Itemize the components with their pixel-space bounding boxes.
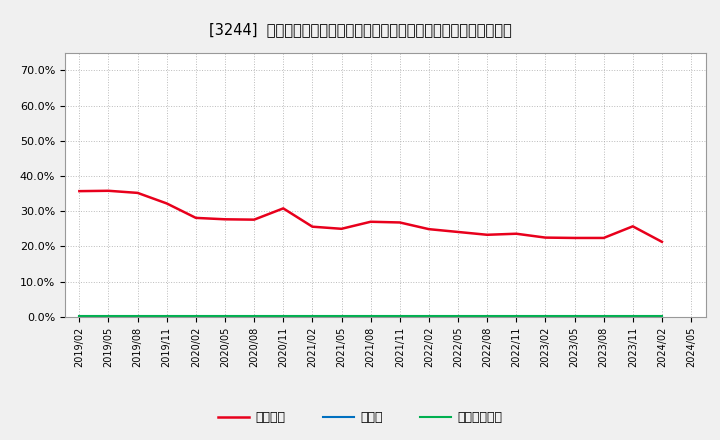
自己資本 xyxy=(454,229,462,235)
自己資本 xyxy=(629,224,637,229)
繰延税金資産 xyxy=(250,313,258,319)
のれん xyxy=(425,314,433,319)
自己資本 xyxy=(425,227,433,232)
自己資本 xyxy=(570,235,579,241)
繰延税金資産 xyxy=(512,313,521,319)
繰延税金資産 xyxy=(454,313,462,319)
のれん xyxy=(657,314,666,319)
繰延税金資産 xyxy=(133,313,142,319)
繰延税金資産 xyxy=(192,313,200,319)
のれん xyxy=(75,314,84,319)
Legend: 自己資本, のれん, 繰延税金資産: 自己資本, のれん, 繰延税金資産 xyxy=(212,407,508,429)
自己資本 xyxy=(366,219,375,224)
繰延税金資産 xyxy=(425,313,433,319)
繰延税金資産 xyxy=(541,313,550,319)
Text: [3244]  自己資本、のれん、繰延税金資産の総資産に対する比率の推移: [3244] 自己資本、のれん、繰延税金資産の総資産に対する比率の推移 xyxy=(209,22,511,37)
繰延税金資産 xyxy=(279,313,287,319)
のれん xyxy=(220,314,229,319)
のれん xyxy=(308,314,317,319)
のれん xyxy=(629,314,637,319)
繰延税金資産 xyxy=(570,313,579,319)
自己資本 xyxy=(308,224,317,229)
のれん xyxy=(337,314,346,319)
のれん xyxy=(570,314,579,319)
のれん xyxy=(104,314,113,319)
自己資本 xyxy=(599,235,608,241)
繰延税金資産 xyxy=(163,313,171,319)
自己資本 xyxy=(104,188,113,194)
繰延税金資産 xyxy=(599,313,608,319)
繰延税金資産 xyxy=(337,313,346,319)
自己資本 xyxy=(337,226,346,231)
のれん xyxy=(366,314,375,319)
自己資本 xyxy=(192,215,200,220)
繰延税金資産 xyxy=(308,313,317,319)
のれん xyxy=(250,314,258,319)
のれん xyxy=(541,314,550,319)
自己資本 xyxy=(512,231,521,236)
繰延税金資産 xyxy=(75,313,84,319)
自己資本 xyxy=(220,216,229,222)
自己資本 xyxy=(483,232,492,238)
のれん xyxy=(279,314,287,319)
繰延税金資産 xyxy=(657,313,666,319)
のれん xyxy=(395,314,404,319)
繰延税金資産 xyxy=(395,313,404,319)
繰延税金資産 xyxy=(483,313,492,319)
自己資本 xyxy=(75,188,84,194)
自己資本 xyxy=(133,190,142,195)
繰延税金資産 xyxy=(220,313,229,319)
自己資本 xyxy=(250,217,258,222)
自己資本 xyxy=(541,235,550,240)
のれん xyxy=(599,314,608,319)
自己資本 xyxy=(657,239,666,245)
自己資本 xyxy=(395,220,404,225)
繰延税金資産 xyxy=(104,313,113,319)
自己資本 xyxy=(279,206,287,211)
のれん xyxy=(512,314,521,319)
繰延税金資産 xyxy=(629,313,637,319)
のれん xyxy=(483,314,492,319)
のれん xyxy=(192,314,200,319)
繰延税金資産 xyxy=(366,313,375,319)
自己資本 xyxy=(163,201,171,206)
Line: 自己資本: 自己資本 xyxy=(79,191,662,242)
のれん xyxy=(133,314,142,319)
のれん xyxy=(163,314,171,319)
のれん xyxy=(454,314,462,319)
